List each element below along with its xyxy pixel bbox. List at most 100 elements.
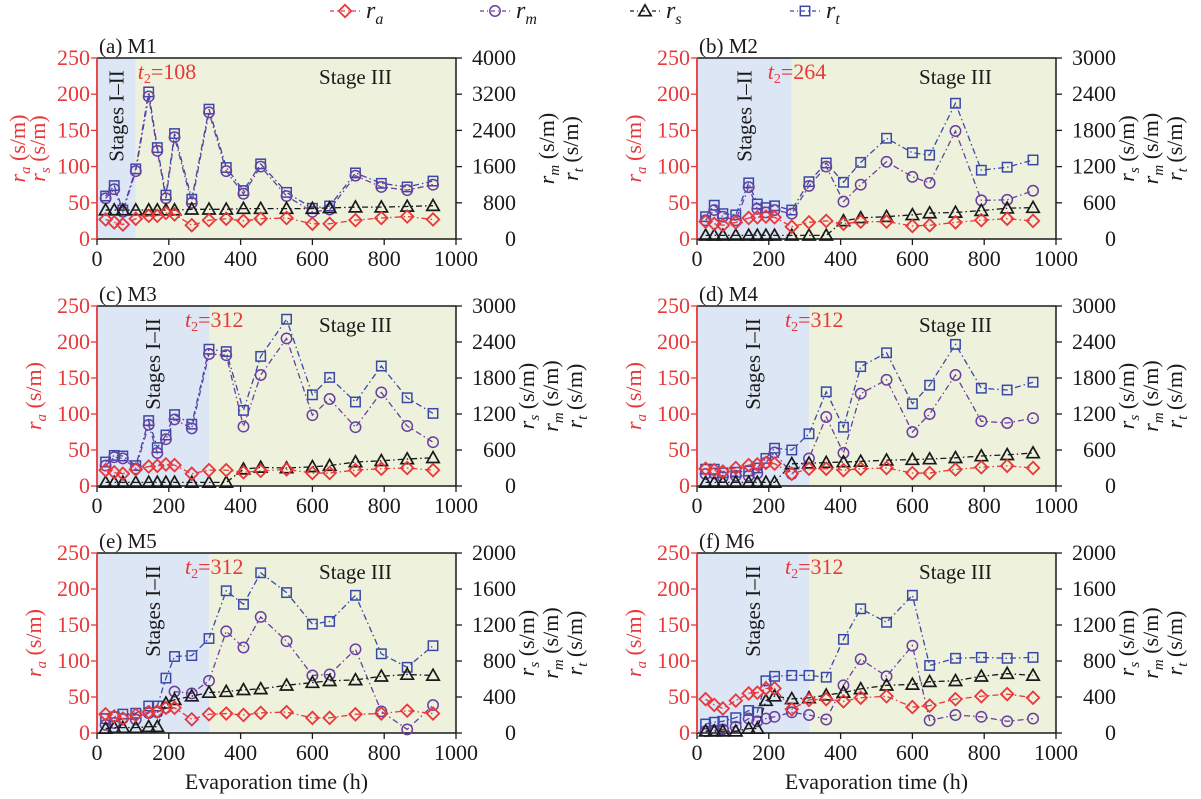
t2-symbol: t xyxy=(138,59,145,84)
data-point-rt xyxy=(324,615,336,627)
data-point-rt xyxy=(906,589,918,601)
legend-label: rt xyxy=(826,0,840,28)
x-tick-label: 600 xyxy=(296,493,329,518)
right-tick-label: 800 xyxy=(483,190,516,215)
axis-label-symbol: r xyxy=(1162,419,1187,428)
data-point-ra xyxy=(715,217,731,233)
data-point-rt xyxy=(1001,384,1013,396)
data-point-rm xyxy=(729,720,742,733)
data-point-rs xyxy=(97,202,114,216)
left-tick-label: 50 xyxy=(668,437,690,462)
data-point-rs xyxy=(425,449,441,464)
data-point-rm xyxy=(906,639,919,652)
data-point-rm xyxy=(1001,417,1014,429)
data-point-ra xyxy=(835,693,851,709)
series-rs xyxy=(97,666,441,735)
data-point-rs xyxy=(218,201,234,215)
data-point-ra xyxy=(167,457,183,473)
data-point-rs xyxy=(115,474,131,488)
data-point-rt xyxy=(950,652,961,664)
data-point-ra xyxy=(706,216,722,232)
t2-label: t2=312 xyxy=(185,307,244,335)
data-point-rs xyxy=(697,227,714,241)
axis-label-sub: s xyxy=(1127,415,1143,421)
axis-label-unit: (s/m) xyxy=(621,114,646,166)
data-point-rt xyxy=(881,616,893,628)
data-point-rm xyxy=(820,411,833,423)
data-point-ra xyxy=(767,456,783,472)
series-ra xyxy=(98,456,441,482)
data-point-ra xyxy=(853,461,869,477)
data-point-rt xyxy=(186,650,198,662)
right-tick-label: 1200 xyxy=(1072,401,1116,426)
data-point-rs xyxy=(425,197,441,212)
data-point-rt xyxy=(950,97,961,109)
data-point-rm xyxy=(1027,412,1039,425)
data-point-rs xyxy=(973,668,989,682)
data-point-ra xyxy=(784,701,800,717)
data-point-rm xyxy=(708,204,721,216)
data-point-ra xyxy=(304,465,320,481)
data-point-rs xyxy=(715,474,731,488)
data-point-rm xyxy=(729,469,742,482)
axis-label-unit: (s/m) xyxy=(1114,610,1139,662)
data-point-rs xyxy=(818,687,834,701)
data-point-rs xyxy=(904,451,921,466)
data-point-ra xyxy=(201,462,217,478)
data-point-rm xyxy=(159,433,172,446)
x-tick-label: 1000 xyxy=(1034,740,1078,765)
data-point-ra xyxy=(279,210,295,226)
data-point-rt xyxy=(1027,376,1039,388)
data-point-rm xyxy=(168,685,181,698)
data-point-rs xyxy=(999,665,1015,680)
axis-label-sub: m xyxy=(1151,412,1167,423)
data-point-ra xyxy=(115,217,131,232)
data-point-rs xyxy=(766,474,783,488)
data-point-ra xyxy=(425,462,441,478)
left-tick-label: 0 xyxy=(679,226,690,251)
series-line-rt xyxy=(105,317,434,467)
x-tick-label: 1000 xyxy=(434,740,478,765)
data-point-rm xyxy=(906,170,919,183)
data-point-ra xyxy=(853,690,869,706)
data-point-rm xyxy=(237,187,250,200)
data-point-ra xyxy=(728,214,744,230)
data-point-rs xyxy=(304,458,321,473)
t2-symbol: t xyxy=(785,554,792,579)
data-point-ra xyxy=(201,706,217,722)
data-point-rs xyxy=(758,227,774,241)
left-tick-label: 100 xyxy=(57,154,90,179)
data-point-rs xyxy=(818,454,834,469)
axis-label-sub: a xyxy=(34,661,50,669)
data-point-rs xyxy=(766,688,783,702)
axis-label-symbol: r xyxy=(5,174,30,183)
axis-label-unit: (s/m) xyxy=(621,609,646,661)
data-point-ra xyxy=(904,218,920,234)
data-point-ra xyxy=(784,219,800,235)
stage-3-label: Stage III xyxy=(319,313,392,337)
right-tick-label: 1600 xyxy=(1072,576,1116,601)
data-point-rm xyxy=(203,348,215,360)
data-point-rs xyxy=(758,474,774,488)
series-rm xyxy=(99,332,439,475)
right-axis-label-rt: rt (s/m) xyxy=(1162,364,1191,429)
left-tick-label: 200 xyxy=(657,81,690,106)
data-point-rs xyxy=(106,474,122,488)
data-point-rm xyxy=(785,706,798,719)
data-point-rt xyxy=(1001,161,1013,173)
data-point-rt xyxy=(186,418,198,430)
data-point-rm xyxy=(108,183,121,196)
data-point-ra xyxy=(922,698,938,714)
data-point-rs xyxy=(835,684,852,699)
t2-symbol: t xyxy=(785,307,792,332)
data-point-rm xyxy=(203,106,215,119)
axis-label-unit: (s/m) xyxy=(514,610,539,662)
axis-label-sub: a xyxy=(634,661,650,669)
data-point-ra xyxy=(922,465,938,481)
right-tick-label: 400 xyxy=(483,684,516,709)
data-point-rs xyxy=(399,666,415,681)
data-point-rm xyxy=(854,653,867,666)
data-point-ra xyxy=(948,214,963,230)
data-point-rs xyxy=(741,227,757,241)
